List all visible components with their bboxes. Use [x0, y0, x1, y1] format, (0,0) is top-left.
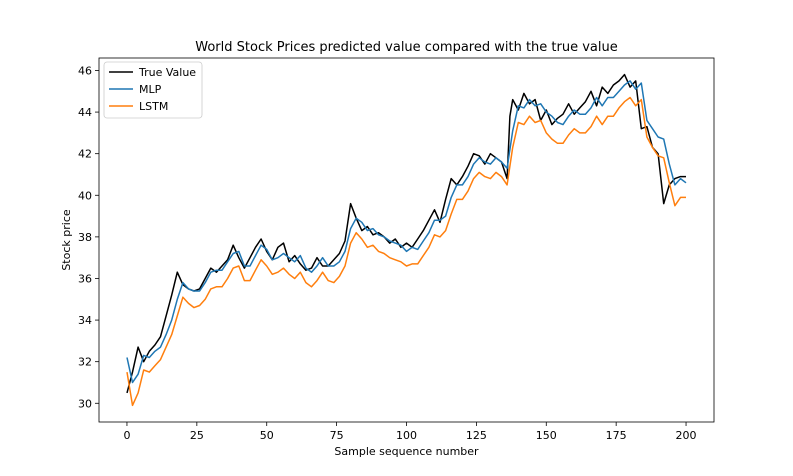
legend-box [103, 61, 203, 119]
y-tick-label: 40 [78, 189, 92, 202]
x-tick-label: 50 [260, 429, 274, 442]
x-tick-label: 25 [190, 429, 204, 442]
y-axis-label: Stock price [60, 209, 73, 271]
x-tick-label: 0 [123, 429, 130, 442]
legend-label: True Value [138, 66, 196, 79]
x-tick-label: 100 [396, 429, 417, 442]
chart-title: World Stock Prices predicted value compa… [195, 40, 617, 55]
x-tick-label: 200 [676, 429, 697, 442]
legend-label: LSTM [139, 100, 168, 113]
y-tick-label: 46 [78, 64, 92, 77]
x-tick-label: 75 [330, 429, 344, 442]
series-line-lstm [126, 96, 686, 407]
y-tick-label: 36 [78, 272, 92, 285]
y-tick-label: 38 [78, 231, 92, 244]
y-tick-label: 44 [78, 106, 92, 119]
y-tick-label: 34 [78, 314, 92, 327]
series-line-mlp [126, 80, 687, 384]
x-tick-label: 150 [536, 429, 557, 442]
x-axis-label: Sample sequence number [334, 445, 479, 458]
series-layer [126, 73, 687, 407]
legend-label: MLP [139, 83, 162, 96]
x-tick-label: 175 [606, 429, 627, 442]
x-axis: 0 25 50 75 100 125 150 175 200 [123, 422, 697, 442]
series-line-true-value [126, 73, 686, 394]
y-tick-label: 42 [78, 148, 92, 161]
y-tick-label: 30 [78, 397, 92, 410]
legend: True Value MLP LSTM [103, 61, 203, 119]
x-tick-label: 125 [466, 429, 487, 442]
y-tick-label: 32 [78, 356, 92, 369]
y-axis: 30 32 34 36 38 40 42 44 46 [78, 64, 99, 410]
